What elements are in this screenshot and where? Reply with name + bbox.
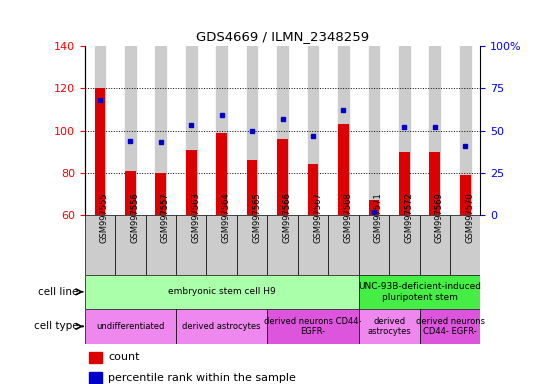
Bar bbox=[247, 160, 257, 215]
FancyBboxPatch shape bbox=[115, 215, 146, 275]
Text: GSM997572: GSM997572 bbox=[405, 193, 413, 243]
Bar bbox=[156, 173, 166, 215]
Bar bbox=[460, 46, 471, 215]
Text: GSM997567: GSM997567 bbox=[313, 193, 322, 243]
Bar bbox=[88, 372, 103, 384]
Bar bbox=[399, 46, 410, 215]
Text: GSM997566: GSM997566 bbox=[283, 193, 292, 243]
Bar bbox=[186, 149, 197, 215]
Text: GSM997555: GSM997555 bbox=[100, 193, 109, 243]
FancyBboxPatch shape bbox=[359, 275, 480, 309]
FancyBboxPatch shape bbox=[359, 215, 389, 275]
Text: cell line: cell line bbox=[38, 287, 79, 297]
Bar bbox=[186, 46, 197, 215]
Text: embryonic stem cell H9: embryonic stem cell H9 bbox=[168, 287, 276, 296]
FancyBboxPatch shape bbox=[85, 309, 176, 344]
Text: derived neurons CD44-
EGFR-: derived neurons CD44- EGFR- bbox=[264, 317, 362, 336]
Bar bbox=[277, 46, 288, 215]
Bar bbox=[430, 152, 440, 215]
Bar bbox=[308, 164, 318, 215]
Text: percentile rank within the sample: percentile rank within the sample bbox=[108, 373, 296, 383]
FancyBboxPatch shape bbox=[268, 309, 359, 344]
Text: GSM997564: GSM997564 bbox=[222, 193, 230, 243]
Bar bbox=[216, 46, 227, 215]
Bar bbox=[460, 175, 471, 215]
Bar bbox=[277, 139, 288, 215]
FancyBboxPatch shape bbox=[419, 215, 450, 275]
Bar bbox=[94, 88, 105, 215]
Text: GSM997570: GSM997570 bbox=[465, 193, 474, 243]
FancyBboxPatch shape bbox=[298, 215, 328, 275]
FancyBboxPatch shape bbox=[389, 215, 419, 275]
Text: GSM997557: GSM997557 bbox=[161, 193, 170, 243]
Text: cell type: cell type bbox=[34, 321, 79, 331]
Text: count: count bbox=[108, 353, 140, 362]
Text: GSM997556: GSM997556 bbox=[130, 193, 139, 243]
Text: GSM997563: GSM997563 bbox=[191, 193, 200, 243]
Text: derived
astrocytes: derived astrocytes bbox=[367, 317, 411, 336]
FancyBboxPatch shape bbox=[359, 309, 419, 344]
FancyBboxPatch shape bbox=[146, 215, 176, 275]
FancyBboxPatch shape bbox=[328, 215, 359, 275]
Bar bbox=[247, 46, 257, 215]
FancyBboxPatch shape bbox=[85, 275, 359, 309]
Bar bbox=[338, 46, 349, 215]
Bar bbox=[308, 46, 318, 215]
Title: GDS4669 / ILMN_2348259: GDS4669 / ILMN_2348259 bbox=[196, 30, 369, 43]
Bar bbox=[125, 170, 135, 215]
FancyBboxPatch shape bbox=[268, 215, 298, 275]
FancyBboxPatch shape bbox=[85, 215, 115, 275]
Text: derived astrocytes: derived astrocytes bbox=[182, 322, 261, 331]
Bar bbox=[156, 46, 166, 215]
Bar bbox=[88, 351, 103, 363]
Bar bbox=[338, 124, 349, 215]
Bar bbox=[94, 46, 105, 215]
FancyBboxPatch shape bbox=[176, 309, 268, 344]
FancyBboxPatch shape bbox=[237, 215, 268, 275]
FancyBboxPatch shape bbox=[206, 215, 237, 275]
Text: UNC-93B-deficient-induced
pluripotent stem: UNC-93B-deficient-induced pluripotent st… bbox=[358, 282, 481, 301]
Text: derived neurons
CD44- EGFR-: derived neurons CD44- EGFR- bbox=[416, 317, 484, 336]
FancyBboxPatch shape bbox=[450, 215, 480, 275]
Text: GSM997569: GSM997569 bbox=[435, 193, 444, 243]
Text: GSM997571: GSM997571 bbox=[374, 193, 383, 243]
Bar bbox=[369, 46, 379, 215]
Bar bbox=[369, 200, 379, 215]
Text: undifferentiated: undifferentiated bbox=[96, 322, 164, 331]
Bar bbox=[430, 46, 440, 215]
Bar bbox=[125, 46, 135, 215]
Bar bbox=[399, 152, 410, 215]
Text: GSM997568: GSM997568 bbox=[343, 193, 353, 243]
FancyBboxPatch shape bbox=[419, 309, 480, 344]
Text: GSM997565: GSM997565 bbox=[252, 193, 261, 243]
FancyBboxPatch shape bbox=[176, 215, 206, 275]
Bar bbox=[216, 132, 227, 215]
